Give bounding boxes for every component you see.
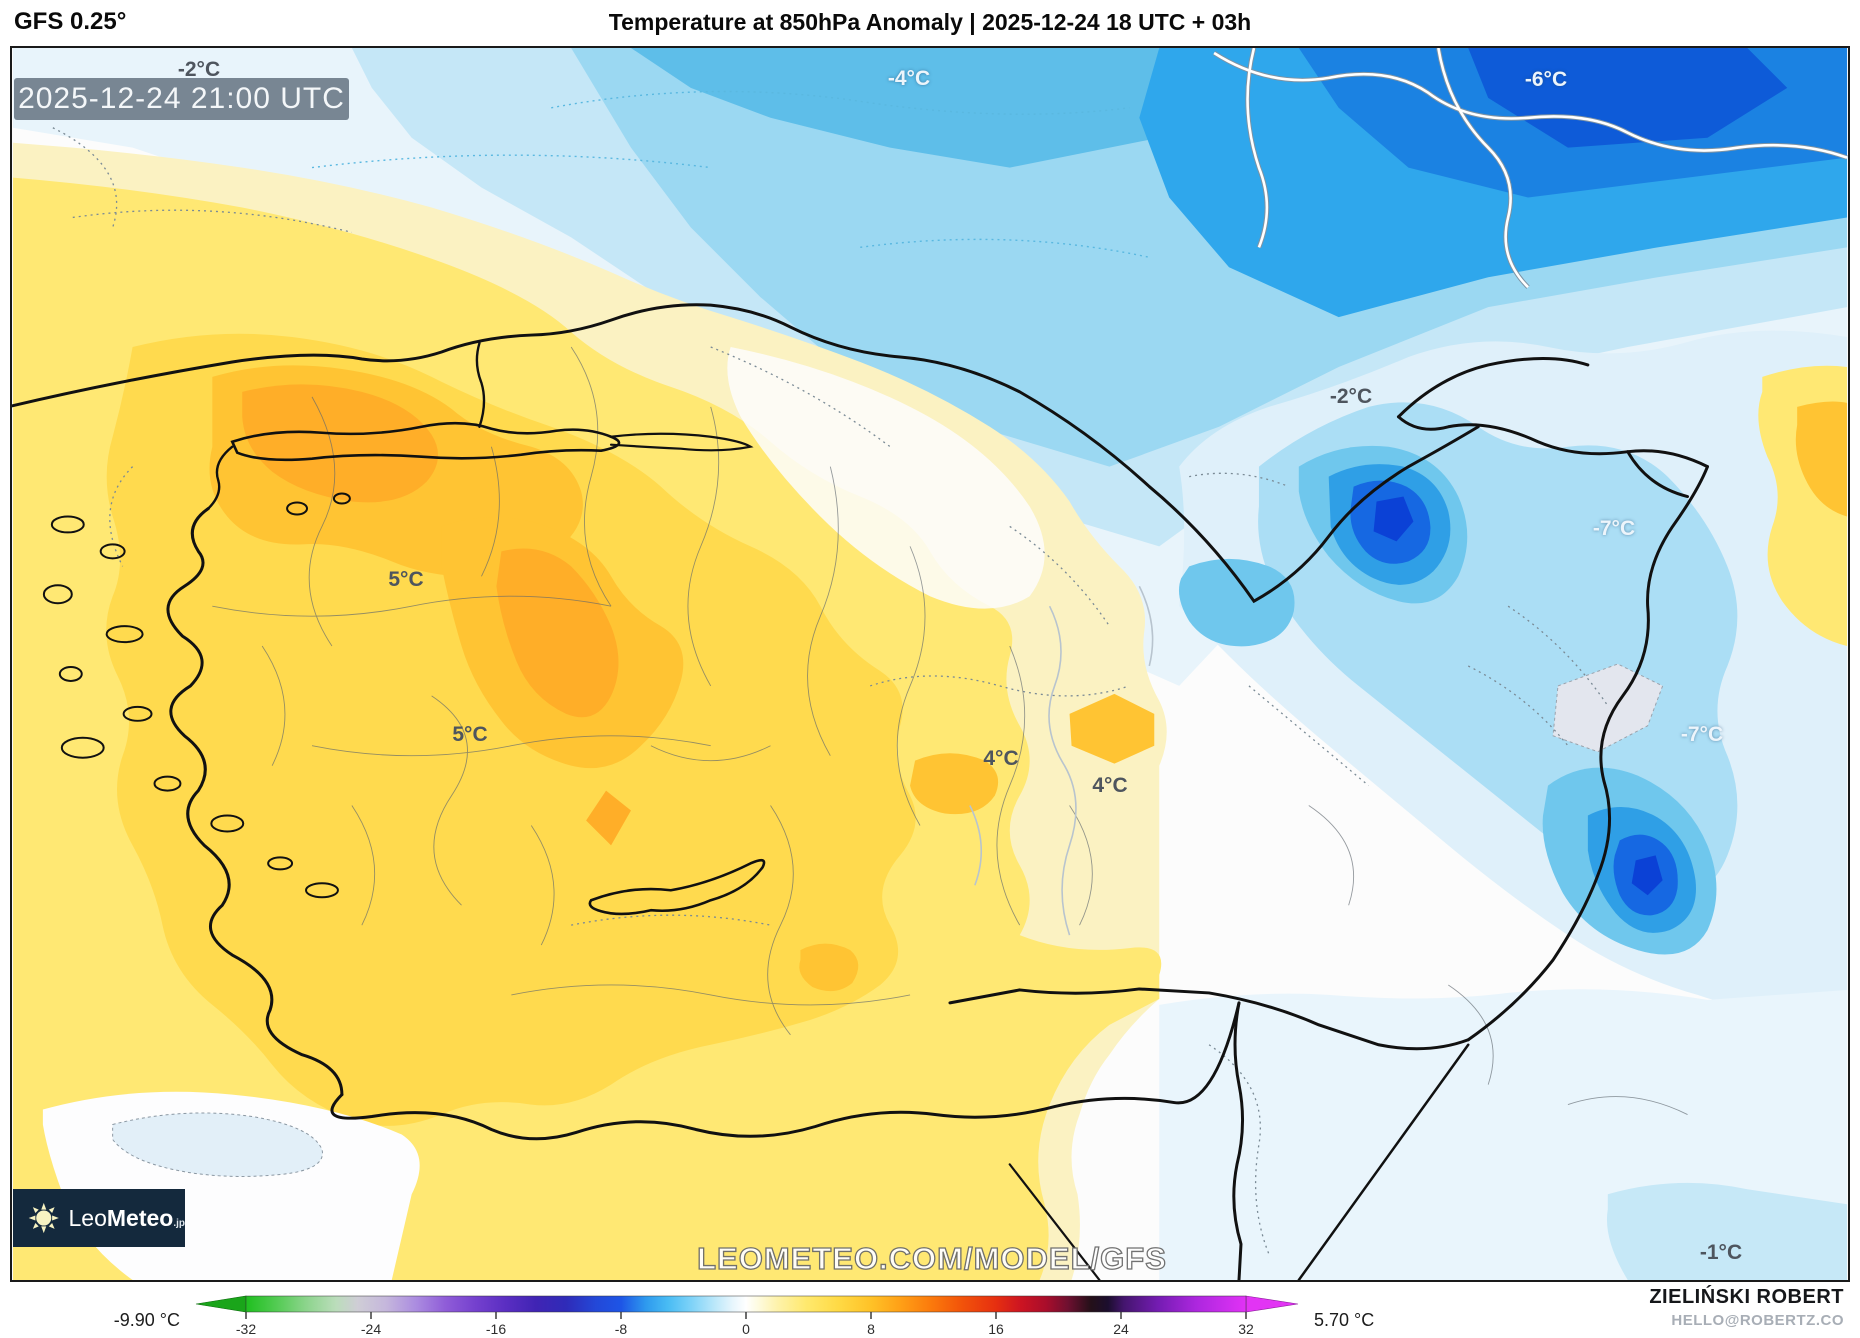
neutral-patch-central: [727, 347, 1045, 609]
mediterranean-coast: [330, 1001, 1241, 1141]
syria-coast: [1232, 1001, 1245, 1280]
blacksea-coast: [12, 303, 1480, 604]
credit-name: ZIELIŃSKI ROBERT: [1649, 1286, 1844, 1308]
colorbar: -32 -24 -16 -8 0 8 16 24 32 -9.90 °C 5.7…: [114, 1295, 1374, 1337]
warm-deep-west: [242, 384, 439, 503]
rivers: [969, 585, 1154, 936]
tick-label: -8: [615, 1321, 628, 1337]
highland-gray-patch: [1552, 663, 1664, 753]
tick-label: -24: [361, 1321, 381, 1337]
logo-part1: Leo: [68, 1204, 107, 1231]
tick-label: 16: [988, 1321, 1004, 1337]
cold-lobe-west: [1178, 558, 1295, 647]
sun-icon: [28, 1202, 59, 1234]
islands: [42, 492, 766, 916]
warm-right-edge-orange: [1795, 401, 1848, 517]
credit-email: HELLO@ROBERTZ.CO: [1671, 1312, 1844, 1329]
map-canvas: [12, 48, 1848, 1280]
credit-block: ZIELIŃSKI ROBERT HELLO@ROBERTZ.CO: [1649, 1286, 1844, 1329]
cold-core3-north: [1373, 496, 1414, 542]
warm-deep-diamond: [586, 790, 631, 846]
warm-orange-se1: [799, 943, 859, 992]
tick-label: 32: [1238, 1321, 1254, 1337]
colorbar-max-label: 5.70 °C: [1314, 1310, 1374, 1330]
tick-label: 24: [1113, 1321, 1129, 1337]
map-container: -2°C -4°C -6°C -2°C 5°C 5°C 4°C 4°C -7°C…: [10, 46, 1850, 1282]
logo-text: LeoMeteo.jp: [69, 1205, 186, 1232]
logo-part2: Meteo: [106, 1204, 174, 1231]
neutral-lake: [112, 1112, 323, 1177]
colorbar-right-arrow: [1245, 1295, 1299, 1313]
caucasus-border1: [1396, 357, 1590, 419]
iraq-straight-border: [1297, 1043, 1470, 1280]
province-borders: [212, 346, 1688, 1115]
cold-topright-core: [1468, 48, 1788, 148]
warm-orange-hex: [1069, 693, 1155, 764]
header-bar: GFS 0.25° Temperature at 850hPa Anomaly …: [0, 0, 1860, 46]
turkey-iraq-iran-border: [1466, 465, 1709, 1042]
dardanelles: [207, 445, 234, 510]
colorbar-min-label: -9.90 °C: [114, 1310, 180, 1330]
page-title: Temperature at 850hPa Anomaly | 2025-12-…: [608, 9, 1252, 35]
tick-label: 0: [742, 1321, 750, 1337]
dotted-contours-sea: [311, 90, 1150, 259]
bosphorus: [475, 341, 486, 428]
izmit-gulf: [609, 432, 754, 452]
coastlines: [12, 303, 1709, 1280]
dotted-contours: [52, 127, 1609, 1255]
watermark: LEOMETEO.COM/MODEL/GFS: [696, 1240, 1167, 1276]
tick-label: 8: [867, 1321, 875, 1337]
caucasus-border2: [1626, 450, 1690, 499]
timestamp-badge: 2025-12-24 21:00 UTC: [14, 78, 349, 120]
tick-label: -16: [486, 1321, 506, 1337]
colorbar-tickmarks: [245, 1312, 1247, 1319]
aegean-coast: [166, 507, 344, 1097]
turkey-syria-border: [948, 987, 1470, 1051]
leometeo-logo: LeoMeteo.jp: [13, 1189, 185, 1247]
colorbar-left-arrow: [195, 1295, 247, 1313]
white-borders: [1212, 48, 1848, 289]
colorbar-gradient: [245, 1295, 1247, 1313]
cold-blob-minus4: [630, 48, 1230, 168]
footer-bar: -32 -24 -16 -8 0 8 16 24 32 -9.90 °C 5.7…: [0, 1282, 1860, 1338]
warm-deep-central: [496, 548, 619, 718]
armenia-border: [1396, 415, 1709, 469]
tick-label: -32: [236, 1321, 256, 1337]
cold-bottomright-light: [1606, 1182, 1848, 1280]
jordan-straight-border: [1008, 1163, 1101, 1280]
model-name: GFS 0.25°: [14, 8, 127, 35]
warm-orange-spot1: [910, 753, 999, 815]
cold-core3-south: [1631, 855, 1663, 896]
cyprus-outline: [588, 858, 766, 916]
logo-suffix: .jp: [173, 1217, 185, 1229]
